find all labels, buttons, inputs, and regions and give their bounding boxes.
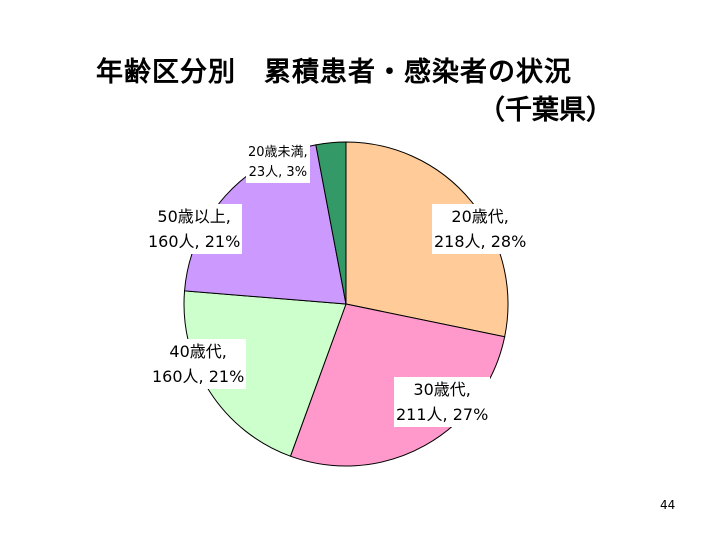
slice-label-under20-category: 20歳未満, bbox=[248, 145, 308, 160]
slice-label-50plus: 50歳以上, 160人, 21% bbox=[146, 204, 243, 254]
slice-under20 bbox=[315, 141, 347, 305]
slice-label-50plus-category: 50歳以上, bbox=[157, 207, 231, 226]
slice-label-30s-category: 30歳代, bbox=[413, 380, 471, 399]
chart-subtitle: （千葉県） bbox=[478, 95, 613, 126]
slice-20s bbox=[345, 141, 509, 338]
slice-label-20s-category: 20歳代, bbox=[451, 207, 509, 226]
slice-40s bbox=[183, 290, 347, 457]
slice-label-30s: 30歳代, 211人, 27% bbox=[394, 377, 491, 427]
slice-label-40s-value: 160人, 21% bbox=[152, 367, 245, 386]
chart-title: 年齢区分別 累積患者・感染者の状況 bbox=[96, 57, 572, 88]
slice-label-20s: 20歳代, 218人, 28% bbox=[432, 204, 529, 254]
slice-label-40s-category: 40歳代, bbox=[169, 342, 227, 361]
slice-label-under20-value: 23人, 3% bbox=[248, 165, 308, 180]
slice-label-20s-value: 218人, 28% bbox=[434, 232, 527, 251]
slice-label-40s: 40歳代, 160人, 21% bbox=[150, 339, 247, 389]
slice-label-under20: 20歳未満, 23人, 3% bbox=[246, 143, 310, 183]
page-number: 44 bbox=[660, 498, 676, 512]
slice-label-50plus-value: 160人, 21% bbox=[148, 232, 241, 251]
slice-label-30s-value: 211人, 27% bbox=[396, 405, 489, 424]
